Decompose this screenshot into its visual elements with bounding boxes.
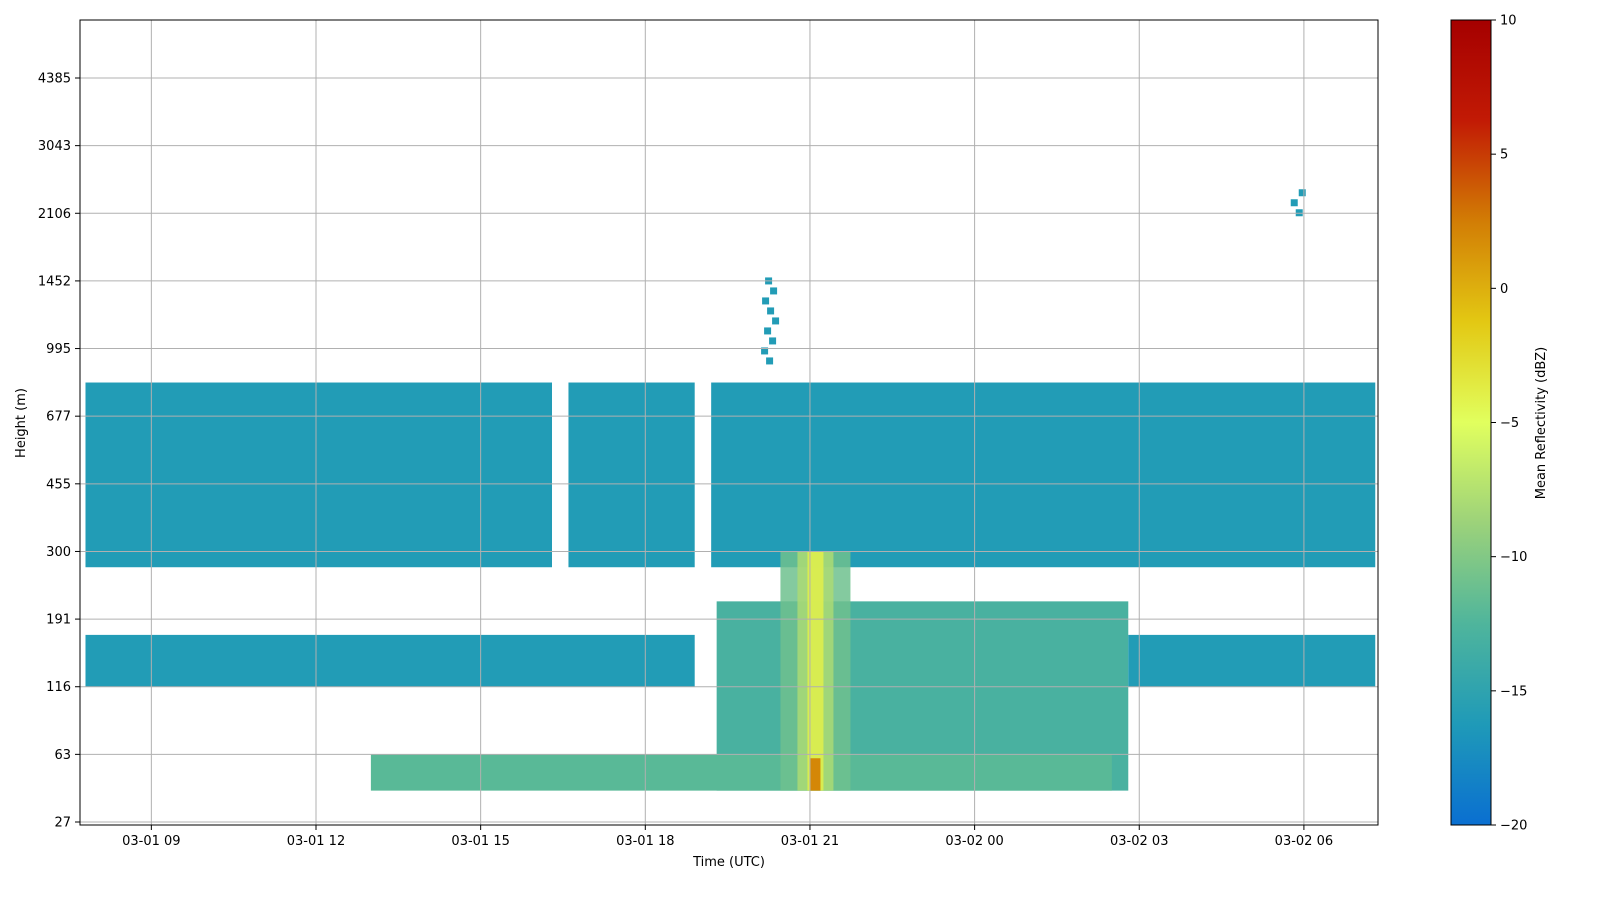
sparse-echo-pixel xyxy=(762,297,770,305)
sparse-echo-pixel xyxy=(764,327,772,335)
y-axis-ticks: 27 63 116 191 300 455 677 995 1452 2106 3043 4385 xyxy=(38,72,80,831)
peak-echo-core xyxy=(810,758,821,791)
heatmap-segment xyxy=(568,382,695,568)
y-tick-label: 1452 xyxy=(38,274,71,289)
x-tick-label: 03-01 09 xyxy=(122,834,180,849)
heatmap-segment xyxy=(85,634,695,687)
sparse-echo-pixel xyxy=(767,307,775,315)
sparse-echo-pixel xyxy=(770,287,778,295)
y-tick-label: 2106 xyxy=(38,207,71,222)
y-tick-label: 300 xyxy=(46,545,71,560)
y-tick-label: 63 xyxy=(54,748,71,763)
sparse-echo-pixel xyxy=(1295,209,1303,217)
plot-frame xyxy=(79,19,1379,826)
y-tick-label: 995 xyxy=(46,342,71,357)
x-tick-label: 03-01 12 xyxy=(287,834,345,849)
heatmap-segment xyxy=(711,382,1376,568)
heatmap-cells xyxy=(85,189,1376,791)
colorbar-tick-label: −5 xyxy=(1500,416,1519,431)
colorbar-tick-label: −10 xyxy=(1500,550,1527,565)
sparse-echo-pixel xyxy=(761,347,769,355)
heatmap-segment xyxy=(370,754,1112,791)
sparse-echo-pixel xyxy=(1290,199,1298,207)
x-tick-label: 03-01 15 xyxy=(451,834,509,849)
x-tick-label: 03-01 21 xyxy=(781,834,839,849)
colorbar-tick-label: −20 xyxy=(1500,819,1527,834)
heatmap-segment xyxy=(1128,634,1376,687)
peak-echo-column xyxy=(807,551,824,791)
y-tick-label: 116 xyxy=(46,680,71,695)
colorbar-tick-label: 5 xyxy=(1500,148,1508,163)
sparse-echo-pixel xyxy=(769,337,777,345)
x-tick-label: 03-02 03 xyxy=(1110,834,1168,849)
sparse-echo-pixel xyxy=(772,317,780,325)
colorbar-tick-label: 0 xyxy=(1500,282,1508,297)
x-tick-label: 03-01 18 xyxy=(616,834,674,849)
y-axis-label: Height (m) xyxy=(14,388,29,458)
y-tick-label: 191 xyxy=(46,613,71,628)
x-axis-ticks: 03-01 09 03-01 12 03-01 15 03-01 18 03-01 21… xyxy=(122,825,1333,849)
x-axis-label: Time (UTC) xyxy=(692,855,765,870)
y-tick-label: 3043 xyxy=(38,139,71,154)
x-tick-label: 03-02 00 xyxy=(945,834,1003,849)
y-tick-label: 677 xyxy=(46,410,71,425)
grid-lines xyxy=(80,20,1378,825)
x-tick-label: 03-02 06 xyxy=(1275,834,1333,849)
colorbar-tick-label: 10 xyxy=(1500,14,1517,29)
colorbar-tick-label: −15 xyxy=(1500,684,1527,699)
colorbar-label: Mean Reflectivity (dBZ) xyxy=(1534,347,1549,500)
sparse-echo-pixel xyxy=(1298,189,1306,197)
y-tick-label: 455 xyxy=(46,477,71,492)
heatmap-segment xyxy=(85,382,552,568)
colorbar-ticks: 10 5 0 −5 −10 −15 −20 xyxy=(1491,14,1527,834)
colorbar xyxy=(1450,19,1492,826)
sparse-echo-pixel xyxy=(766,357,774,365)
y-tick-label: 4385 xyxy=(38,72,71,87)
y-tick-label: 27 xyxy=(54,816,71,831)
